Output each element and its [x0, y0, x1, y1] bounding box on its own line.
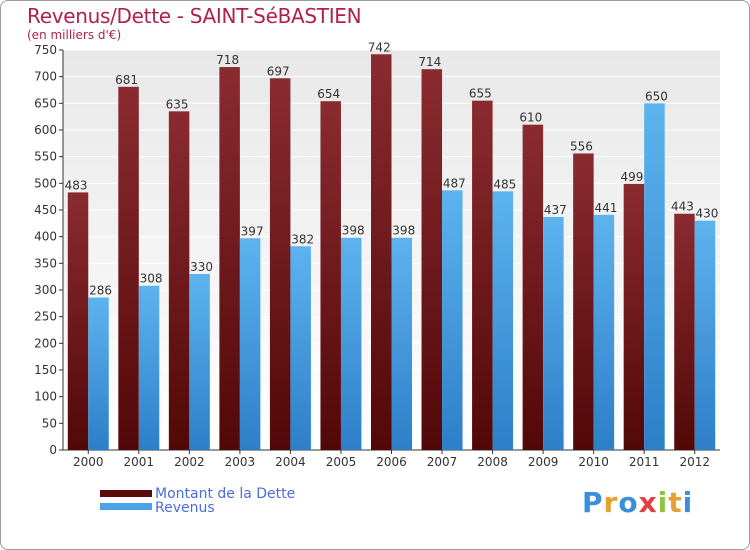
x-tick-label: 2006 [376, 455, 407, 469]
data-label: 398 [342, 224, 365, 238]
y-tick-label: 700 [34, 70, 57, 84]
bar-revenus [88, 297, 109, 450]
bar-revenus [138, 285, 160, 450]
x-tick-label: 2008 [477, 455, 508, 469]
data-label: 650 [645, 89, 668, 103]
data-label: 397 [241, 224, 264, 238]
data-label: 499 [620, 170, 643, 184]
bar-revenus [492, 191, 514, 451]
y-tick-label: 100 [34, 390, 57, 404]
legend-label-dette: Montant de la Dette [155, 486, 296, 502]
data-label: 487 [443, 176, 466, 190]
bar-dette [472, 100, 493, 451]
data-label: 635 [166, 97, 189, 111]
bar-dette [168, 111, 190, 450]
data-label: 330 [190, 260, 213, 274]
x-tick-label: 2001 [124, 455, 155, 469]
x-tick-label: 2007 [427, 455, 458, 469]
y-tick-label: 200 [34, 336, 57, 350]
data-label: 437 [544, 203, 567, 217]
bar-dette [118, 86, 139, 451]
y-tick-label: 50 [42, 416, 57, 430]
bar-revenus [442, 190, 463, 450]
y-tick-label: 250 [34, 310, 57, 324]
y-tick-label: 350 [34, 256, 57, 270]
bar-dette [674, 213, 695, 450]
y-tick-label: 500 [34, 176, 57, 190]
y-tick-label: 600 [34, 123, 57, 137]
data-label: 556 [570, 139, 593, 153]
data-label: 654 [317, 87, 340, 101]
bar-dette [67, 192, 89, 450]
legend-swatch-dette [100, 490, 152, 497]
x-tick-label: 2009 [528, 455, 559, 469]
data-label: 430 [696, 207, 719, 221]
bar-revenus [290, 246, 311, 450]
bar-revenus [593, 214, 615, 450]
bar-revenus [543, 216, 564, 450]
data-label: 443 [671, 200, 694, 214]
y-tick-label: 400 [34, 230, 57, 244]
x-tick-label: 2005 [326, 455, 357, 469]
data-label: 697 [267, 64, 290, 78]
bar-dette [623, 183, 645, 450]
data-label: 483 [65, 178, 88, 192]
x-tick-label: 2012 [679, 455, 710, 469]
data-label: 286 [89, 283, 112, 297]
data-label: 610 [519, 111, 542, 125]
x-tick-label: 2000 [73, 455, 104, 469]
bar-dette [269, 78, 291, 451]
x-tick-label: 2011 [629, 455, 660, 469]
y-tick-label: 150 [34, 363, 57, 377]
bar-revenus [694, 220, 716, 450]
data-label: 308 [140, 272, 163, 286]
x-tick-label: 2003 [225, 455, 256, 469]
data-label: 382 [291, 232, 314, 246]
bar-revenus [239, 238, 261, 450]
bar-revenus [340, 237, 362, 450]
bar-revenus [391, 237, 412, 450]
data-label: 398 [392, 224, 415, 238]
bar-dette [573, 153, 594, 450]
data-label: 742 [368, 40, 391, 54]
y-tick-label: 550 [34, 150, 57, 164]
bar-dette [522, 124, 544, 451]
chart-subtitle: (en milliers d'€) [27, 28, 122, 42]
bar-revenus [644, 103, 665, 450]
y-tick-label: 0 [49, 443, 57, 457]
x-tick-label: 2010 [578, 455, 609, 469]
legend-label-revenus: Revenus [155, 500, 215, 516]
bar-dette [320, 101, 341, 450]
data-label: 718 [216, 53, 239, 67]
data-label: 714 [418, 55, 441, 69]
y-tick-label: 750 [34, 43, 57, 57]
bar-dette [421, 69, 443, 450]
bar-dette [219, 67, 240, 451]
data-label: 681 [115, 73, 138, 87]
data-label: 441 [594, 201, 617, 215]
bar-revenus [189, 274, 210, 450]
data-label: 655 [469, 87, 492, 101]
y-tick-label: 300 [34, 283, 57, 297]
y-tick-label: 650 [34, 96, 57, 110]
legend-swatch-revenus [100, 503, 152, 510]
chart-title: Revenus/Dette - SAINT-SéBASTIEN [27, 4, 362, 28]
proxiti-logo: Proxiti [582, 486, 694, 519]
x-tick-label: 2004 [275, 455, 306, 469]
y-tick-label: 450 [34, 203, 57, 217]
bar-dette [371, 54, 392, 451]
data-label: 485 [493, 177, 516, 191]
x-tick-label: 2002 [174, 455, 205, 469]
